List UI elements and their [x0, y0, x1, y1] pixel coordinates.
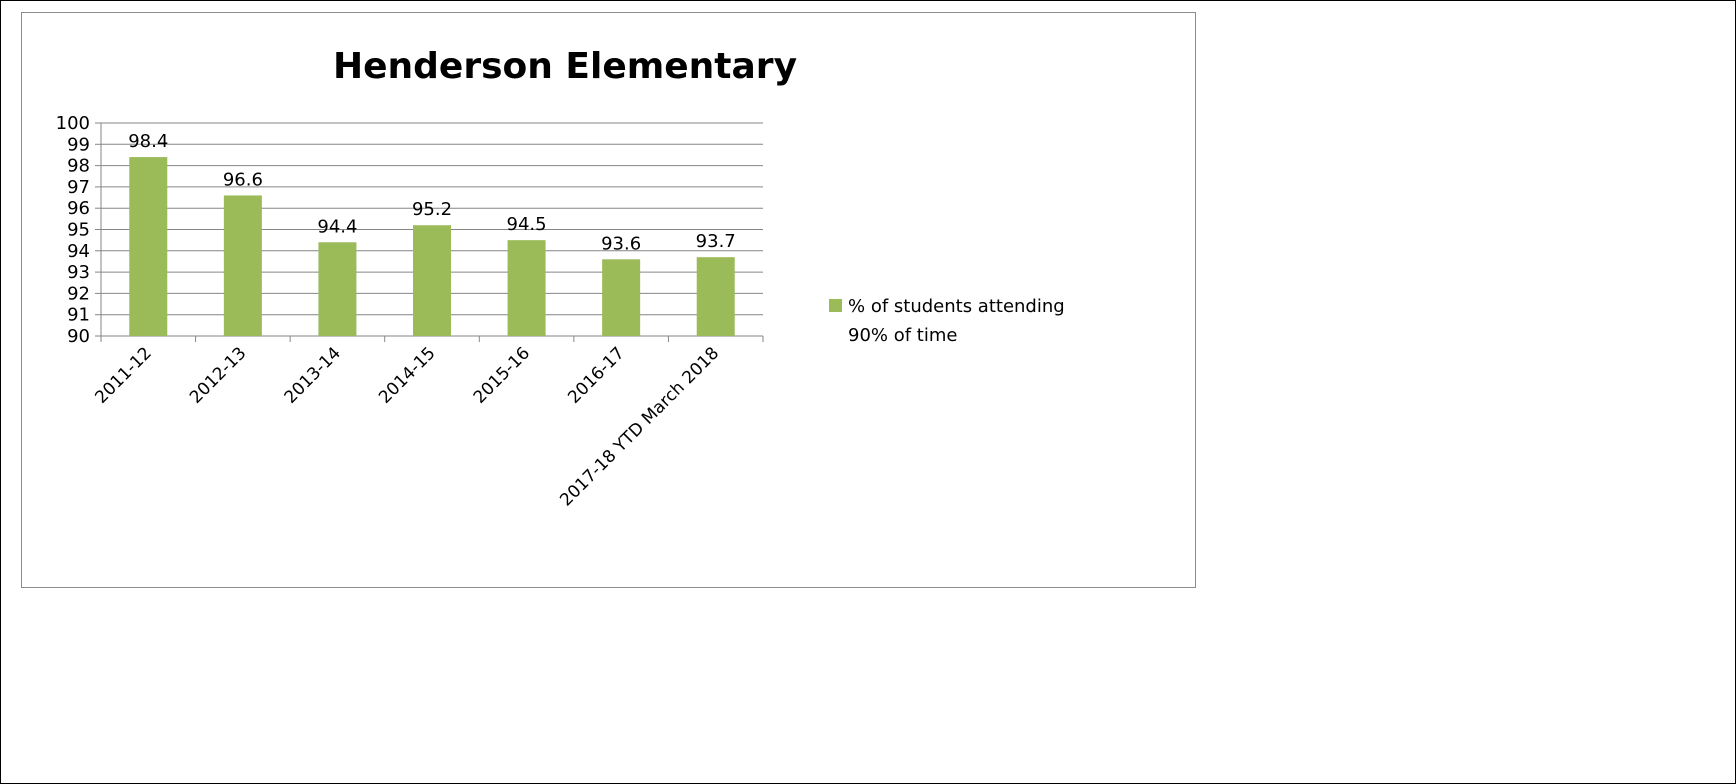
y-tick-label: 94: [67, 241, 90, 262]
bar-chart: Henderson Elementary 90919293949596979899…: [56, 46, 1065, 510]
data-label: 95.2: [412, 199, 452, 220]
y-tick-label: 97: [67, 177, 90, 198]
y-tick-label: 96: [67, 198, 90, 219]
y-tick-label: 98: [67, 156, 90, 177]
bar: [413, 225, 451, 336]
legend-label: % of students attending 90% of time: [848, 296, 1065, 346]
bar: [507, 240, 546, 336]
y-tick-label: 90: [67, 326, 90, 347]
y-tick-label: 99: [67, 134, 90, 155]
y-tick-label: 92: [67, 283, 90, 304]
legend-swatch: [829, 299, 842, 312]
y-tick-label: 100: [56, 113, 90, 134]
data-label: 93.6: [601, 233, 641, 254]
data-label: 93.7: [696, 231, 736, 252]
x-tick-label: 2015-16: [470, 343, 534, 407]
bar: [129, 157, 168, 336]
x-tick-label: 2016-17: [564, 343, 628, 407]
x-tick-label: 2017-18 YTD March 2018: [556, 343, 723, 510]
bar: [318, 242, 357, 336]
bar: [696, 257, 735, 336]
chart-area: Henderson Elementary 90 91 92 93 94 95 96 97 98 99…: [21, 12, 1196, 588]
bar: [602, 259, 641, 336]
chart-title: Henderson Elementary: [333, 46, 797, 87]
x-tick-label: 2011-12: [91, 343, 155, 407]
y-tick-label: 95: [67, 220, 90, 241]
x-tick-label: 2012-13: [186, 343, 250, 407]
x-tick-label: 2014-15: [375, 343, 439, 407]
y-tick-label: 91: [67, 305, 90, 326]
y-tick-label: 93: [67, 262, 90, 283]
data-label: 96.6: [223, 169, 263, 190]
data-label: 98.4: [128, 131, 168, 152]
data-label: 94.5: [507, 214, 547, 235]
x-tick-label: 2013-14: [281, 343, 345, 407]
data-label: 94.4: [317, 216, 357, 237]
bar: [223, 195, 262, 336]
